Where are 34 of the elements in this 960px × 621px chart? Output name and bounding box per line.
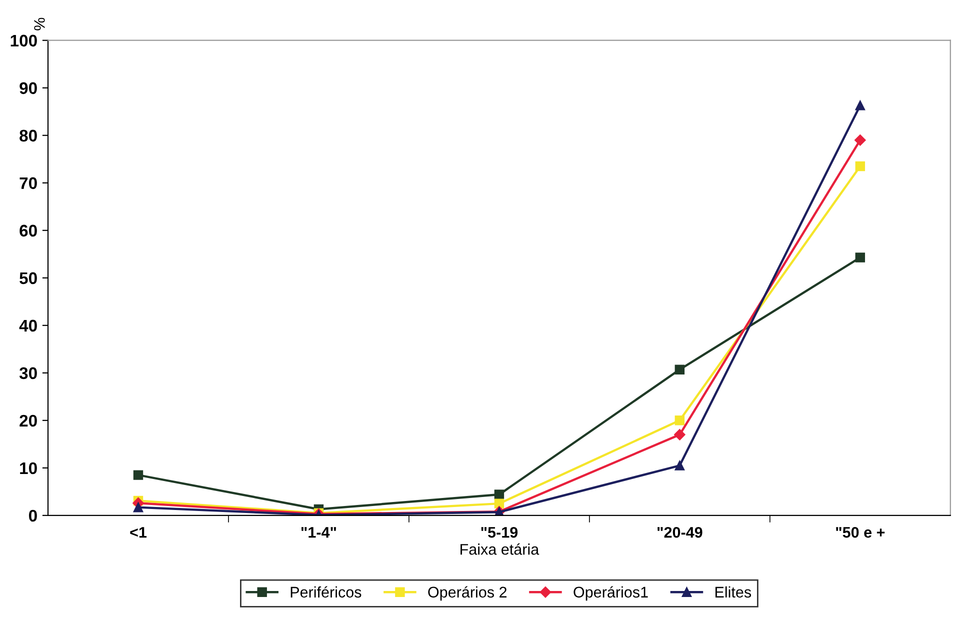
y-tick-label: 30 — [19, 367, 37, 380]
point — [674, 460, 685, 470]
y-axis-title: % — [34, 18, 45, 30]
x-tick-label: "5-19 — [481, 526, 518, 538]
x-tick-label: <1 — [130, 527, 147, 538]
y-tick-label: 60 — [20, 224, 37, 237]
x-tick-label: "50 e + — [836, 526, 885, 538]
point — [674, 429, 686, 440]
legend-label: Operários 2 — [428, 586, 507, 601]
point — [855, 100, 866, 110]
x-axis-title: Faixa etária — [460, 543, 540, 555]
y-tick-label: 90 — [20, 82, 37, 94]
y-tick-label: 40 — [19, 320, 37, 332]
y-tick-label: 70 — [20, 177, 37, 190]
y-tick-label: 100 — [10, 34, 37, 47]
y-tick-label: 80 — [20, 130, 37, 142]
point — [494, 490, 504, 500]
point — [855, 252, 866, 262]
legend-label: Operários1 — [574, 586, 648, 601]
point — [674, 364, 685, 374]
point — [133, 470, 144, 480]
legend-label: Elites — [715, 586, 752, 598]
point — [494, 498, 504, 508]
y-tick-label: 50 — [20, 272, 37, 284]
legend-label: Periféricos — [290, 586, 362, 598]
y-tick-label: 0 — [28, 510, 37, 522]
point — [674, 416, 685, 426]
point — [133, 502, 144, 512]
x-tick-label: "1-4" — [301, 527, 336, 538]
x-tick-label: "20-49 — [658, 526, 702, 538]
y-tick-label: 10 — [20, 462, 37, 474]
point — [855, 161, 866, 172]
y-tick-label: 20 — [20, 414, 37, 427]
point — [854, 134, 866, 146]
